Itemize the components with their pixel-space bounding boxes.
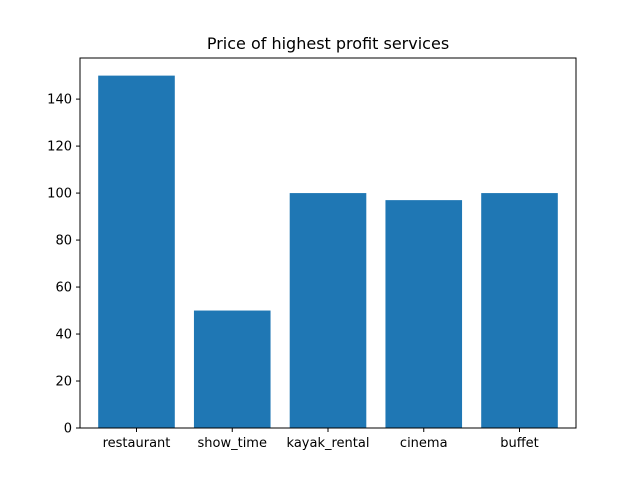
- bar-kayak_rental: [289, 193, 367, 428]
- bar-show_time: [193, 310, 271, 428]
- chart-title: Price of highest profit services: [207, 34, 449, 53]
- x-tick-label: restaurant: [103, 436, 171, 451]
- y-tick-label: 0: [64, 422, 72, 437]
- bars-layer: [98, 75, 558, 428]
- bar-buffet: [481, 193, 558, 428]
- x-tick-label: buffet: [500, 436, 539, 451]
- y-axis: 0 20 40 60 80 100 120 140: [47, 93, 80, 437]
- bar-restaurant: [98, 75, 175, 428]
- bar-cinema: [385, 200, 463, 428]
- x-tick-label: kayak_rental: [287, 436, 370, 451]
- x-axis: restaurant show_time kayak_rental cinema buf…: [103, 428, 539, 451]
- y-tick-label: 60: [55, 281, 72, 296]
- y-tick-label: 40: [55, 328, 72, 343]
- y-tick-label: 80: [55, 234, 72, 249]
- y-tick-label: 120: [47, 140, 72, 155]
- plot-frame: [79, 57, 577, 429]
- y-tick-label: 20: [55, 375, 72, 390]
- x-tick-label: show_time: [198, 436, 267, 451]
- y-tick-label: 140: [47, 93, 72, 108]
- y-tick-label: 100: [47, 187, 72, 202]
- x-tick-label: cinema: [400, 436, 448, 451]
